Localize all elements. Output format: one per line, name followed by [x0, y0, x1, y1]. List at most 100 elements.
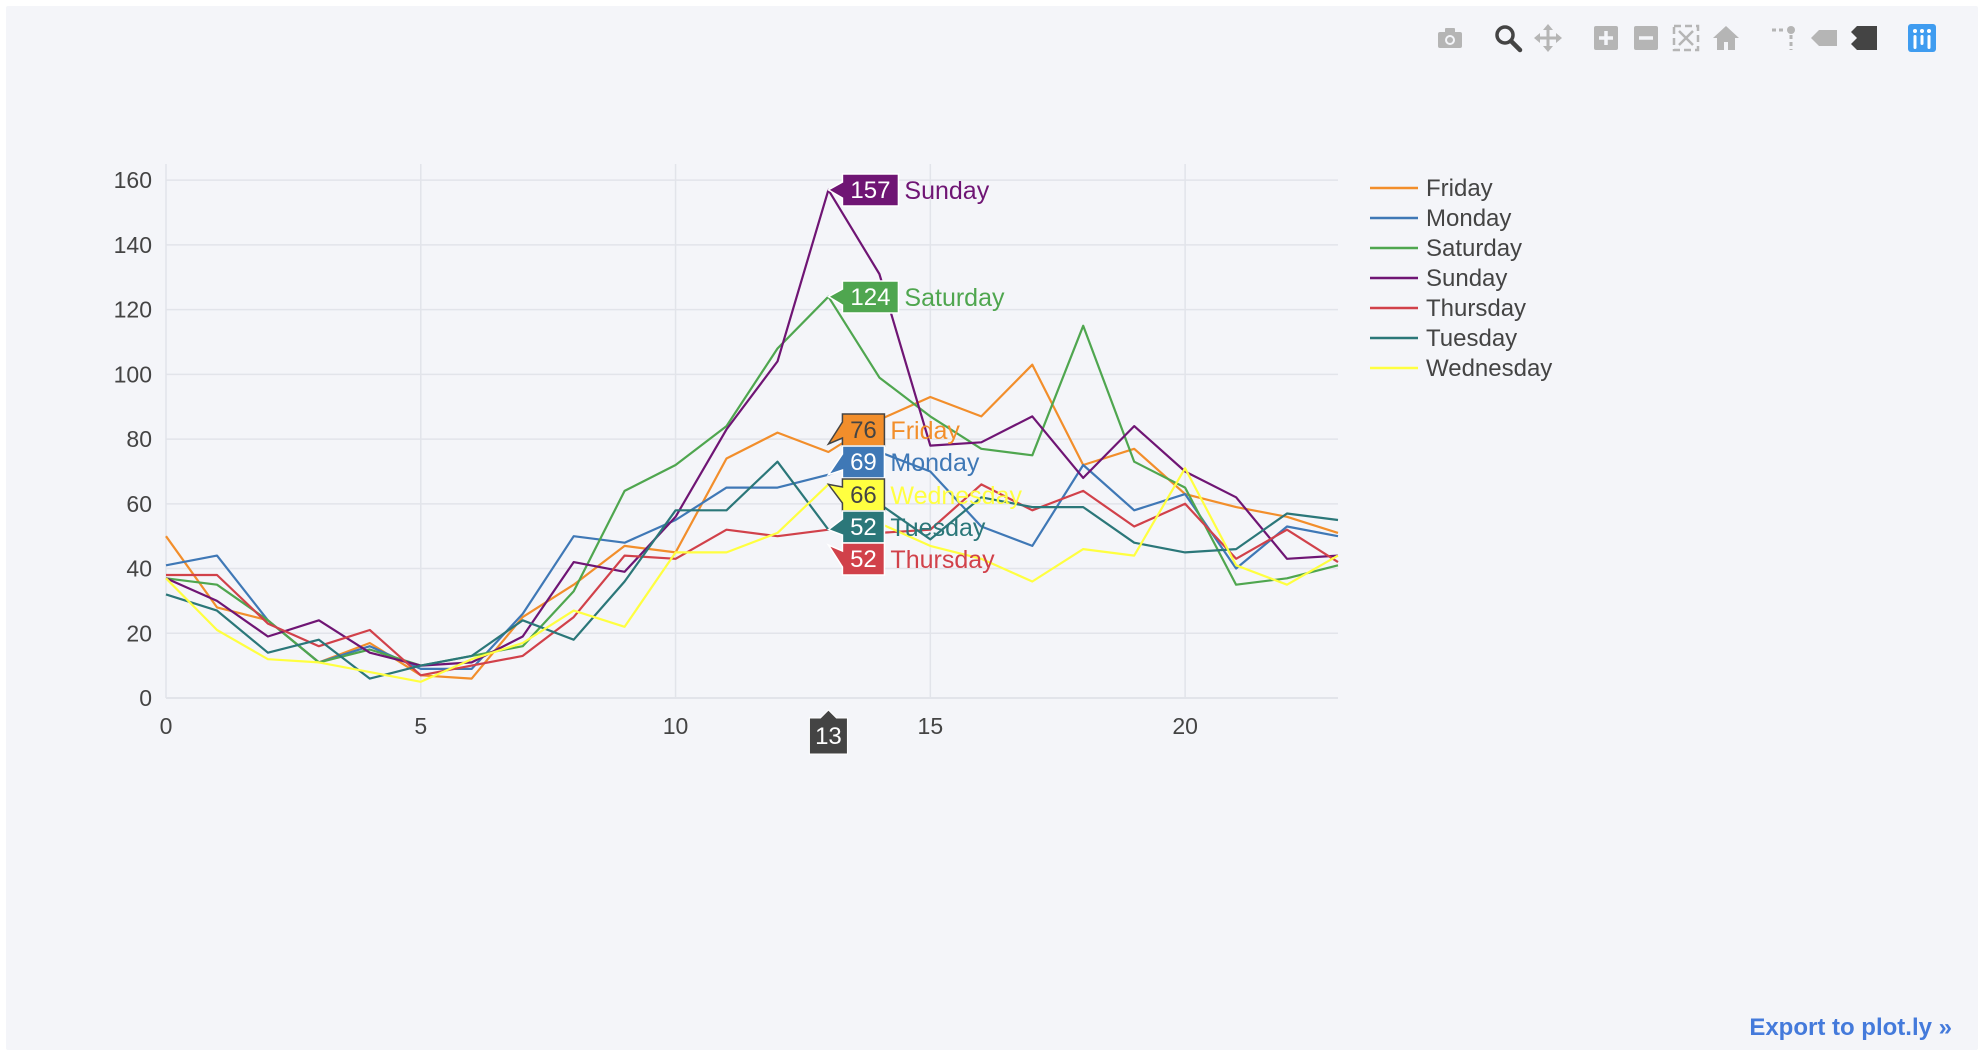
legend-label: Sunday: [1426, 265, 1507, 292]
home-icon: [1713, 26, 1739, 50]
modebar-group: [1764, 18, 1884, 58]
legend-label: Tuesday: [1426, 325, 1517, 352]
hover-value: 52: [850, 514, 877, 541]
pan-button[interactable]: [1528, 18, 1568, 58]
hover-label-wednesday: 66 Wednesday: [826, 478, 1023, 512]
hover-closest-icon: [1811, 30, 1837, 46]
hover-label-box: [826, 280, 900, 314]
hover-label-box: [826, 173, 900, 207]
series-lines: [165, 188, 1339, 683]
home-button[interactable]: [1706, 18, 1746, 58]
series-line-wednesday[interactable]: [165, 467, 1339, 683]
hover-label-box: [826, 510, 886, 544]
legend-label: Wednesday: [1426, 355, 1552, 382]
zoom-button[interactable]: [1488, 18, 1528, 58]
y-tick-label: 160: [114, 167, 152, 193]
hover-series-name: Tuesday: [890, 514, 985, 542]
y-tick-label: 40: [126, 556, 152, 582]
y-tick-label: 100: [114, 361, 152, 387]
legend-item-sunday[interactable]: Sunday: [1370, 265, 1507, 292]
pan-icon: [1534, 24, 1562, 52]
modebar: [1412, 18, 1942, 58]
legend-item-saturday[interactable]: Saturday: [1370, 235, 1522, 262]
x-tick-label: 0: [160, 713, 173, 739]
line-chart[interactable]: 0 5 10 15 20 0 20 40 60 80 100 120 140 160 Friday Monda…: [6, 6, 1978, 1050]
hover-series-name: Friday: [890, 417, 960, 445]
hover-value: 124: [850, 284, 890, 311]
plotly-logo-icon: [1908, 24, 1936, 52]
hover-label-friday: 76 Friday: [826, 413, 960, 447]
zoom-in-icon: [1594, 26, 1618, 50]
y-tick-label: 60: [126, 491, 152, 517]
hover-value: 52: [850, 546, 877, 573]
hover-series-name: Wednesday: [890, 482, 1022, 510]
camera-icon: [1438, 28, 1462, 48]
y-tick-label: 120: [114, 297, 152, 323]
legend-label: Thursday: [1426, 295, 1526, 322]
zoom-out-button[interactable]: [1626, 18, 1666, 58]
modebar-group: [1430, 18, 1470, 58]
x-tick-label: 5: [414, 713, 427, 739]
modebar-group: [1586, 18, 1746, 58]
spike-lines-button[interactable]: [1764, 18, 1804, 58]
hover-value: 66: [850, 482, 877, 509]
plotly-logo-button[interactable]: [1902, 18, 1942, 58]
hover-closest-button[interactable]: [1804, 18, 1844, 58]
grid-lines: [165, 164, 1338, 699]
legend-item-thursday[interactable]: Thursday: [1370, 295, 1526, 322]
spike-lines-icon: [1772, 26, 1795, 50]
hover-series-name: Monday: [890, 449, 979, 477]
series-line-friday[interactable]: [165, 363, 1339, 680]
hover-label-box: [826, 413, 886, 447]
legend-item-friday[interactable]: Friday: [1370, 175, 1493, 202]
hover-compare-icon: [1851, 26, 1877, 50]
zoom-out-icon: [1634, 26, 1658, 50]
series-line-thursday[interactable]: [166, 483, 1339, 677]
series-line-saturday[interactable]: [165, 295, 1339, 667]
zoom-icon: [1495, 25, 1523, 53]
series-line-monday[interactable]: [165, 450, 1339, 671]
hover-label-box: [826, 445, 886, 479]
hover-label-saturday: 124 Saturday: [826, 280, 1005, 314]
y-tick-label: 20: [126, 620, 152, 646]
modebar-group: [1488, 18, 1568, 58]
legend-label: Saturday: [1426, 235, 1522, 262]
hover-label-box: [826, 542, 886, 576]
hover-label-tuesday: 52 Tuesday: [826, 510, 986, 544]
hover-series-name: Sunday: [904, 177, 989, 205]
legend-label: Friday: [1426, 175, 1493, 202]
zoom-in-button[interactable]: [1586, 18, 1626, 58]
hover-x-label: 13: [808, 709, 848, 755]
hover-label-sunday: 157 Sunday: [826, 173, 990, 207]
hover-series-name: Thursday: [890, 546, 995, 574]
modebar-group: [1902, 18, 1942, 58]
legend-label: Monday: [1426, 205, 1511, 232]
legend: Friday Monday Saturday Sunday Thursday Tuesda…: [1370, 175, 1552, 382]
y-tick-label: 0: [139, 685, 152, 711]
hover-value: 157: [850, 177, 890, 204]
hover-x-box: [808, 709, 848, 755]
series-line-sunday[interactable]: [165, 188, 1339, 667]
camera-button[interactable]: [1430, 18, 1470, 58]
hover-label-monday: 69 Monday: [826, 445, 980, 479]
export-to-plotly-link[interactable]: Export to plot.ly »: [1749, 1014, 1952, 1041]
plot-container: 0 5 10 15 20 0 20 40 60 80 100 120 140 160 Friday Monda…: [6, 6, 1978, 1050]
hover-compare-button[interactable]: [1844, 18, 1884, 58]
hover-label-thursday: 52 Thursday: [826, 542, 995, 576]
autoscale-button[interactable]: [1666, 18, 1706, 58]
legend-item-tuesday[interactable]: Tuesday: [1370, 325, 1517, 352]
hover-value: 69: [850, 449, 877, 476]
y-tick-label: 140: [114, 232, 152, 258]
series-line-tuesday[interactable]: [165, 460, 1339, 680]
legend-item-monday[interactable]: Monday: [1370, 205, 1511, 232]
legend-item-wednesday[interactable]: Wednesday: [1370, 355, 1552, 382]
hover-series-name: Saturday: [904, 284, 1005, 312]
hover-value: 76: [850, 417, 877, 444]
hover-labels: 157 Sunday 124 Saturday 76 Friday 69 Monday 66 We…: [808, 173, 1023, 755]
y-tick-label: 80: [126, 426, 152, 452]
x-tick-label: 20: [1172, 713, 1198, 739]
x-tick-label: 15: [918, 713, 944, 739]
hover-label-box: [826, 478, 886, 512]
hover-x-value: 13: [815, 723, 842, 750]
autoscale-icon: [1672, 24, 1700, 52]
